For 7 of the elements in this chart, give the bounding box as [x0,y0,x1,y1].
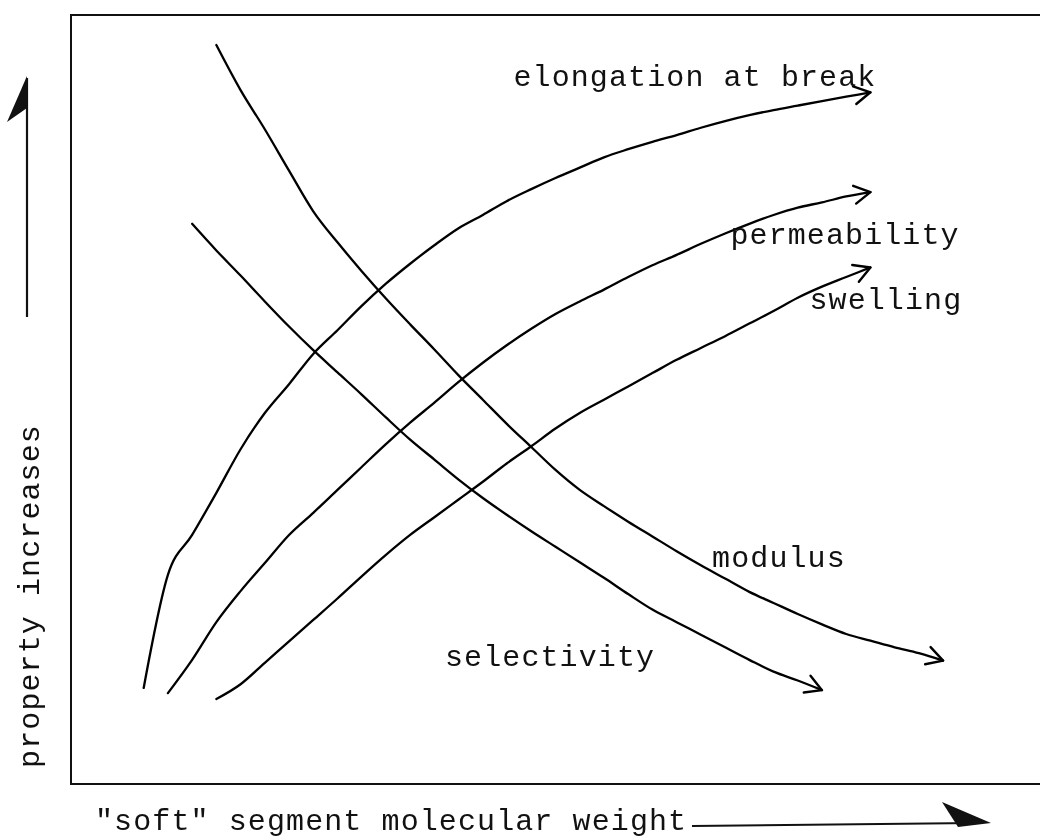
series-label: elongation at break [513,61,877,96]
x-axis-title: "soft" segment molecular weight [95,805,688,839]
series-label: selectivity [444,641,656,676]
y-axis-title: property increases [14,424,48,768]
series-label: permeability [730,219,960,254]
series-label: modulus [712,541,846,576]
series-label: swelling [809,284,963,319]
